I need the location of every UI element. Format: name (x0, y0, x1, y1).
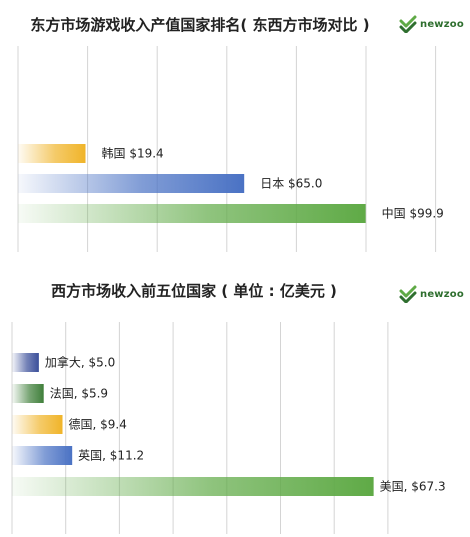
chart-title: 西方市场收入前五位国家 ( 单位 : 亿美元 ) (51, 282, 337, 300)
logo-text: newzoo (420, 288, 464, 300)
bar-0 (18, 144, 86, 163)
bar-2 (12, 415, 63, 434)
bar-3 (12, 446, 73, 465)
chart-panel-west: 西方市场收入前五位国家 ( 单位 : 亿美元 ) newzoo 加拿大, $5.… (0, 268, 470, 537)
chart-title: 东方市场游戏收入产值国家排名( 东西方市场对比 ) (30, 16, 370, 34)
bar-4 (12, 477, 374, 496)
bar-label-3: 英国, $11.2 (78, 449, 144, 463)
bar-chart-svg: 加拿大, $5.0 法国, $5.9 德国, $9.4 英国, $11.2 美国, $6… (11, 322, 446, 534)
newzoo-logo-icon (399, 15, 417, 33)
bar-label-2: 中国 $99.9 (382, 206, 444, 221)
bar-label-1: 法国, $5.9 (50, 387, 108, 401)
logo-text: newzoo (420, 18, 464, 30)
plot-area: 韩国 $19.4 日本 $65.0 中国 $99.9 (0, 36, 470, 254)
bar-1 (18, 174, 245, 193)
chart-panel-east: 东方市场游戏收入产值国家排名( 东西方市场对比 ) newzoo 韩国 $19.… (0, 0, 470, 268)
bar-chart-svg: 韩国 $19.4 日本 $65.0 中国 $99.9 (17, 46, 444, 252)
bar-label-1: 日本 $65.0 (260, 177, 322, 191)
gridlines (11, 322, 389, 534)
newzoo-logo-icon (399, 285, 417, 303)
bar-1 (12, 384, 44, 403)
gridlines (17, 46, 437, 252)
bar-2 (18, 204, 366, 223)
bar-0 (12, 353, 39, 372)
plot-area: 加拿大, $5.0 法国, $5.9 德国, $9.4 英国, $11.2 美国, $6… (0, 302, 470, 537)
bar-label-2: 德国, $9.4 (69, 417, 127, 432)
bar-label-0: 加拿大, $5.0 (45, 355, 115, 370)
newzoo-logo: newzoo (399, 285, 464, 303)
bar-label-0: 韩国 $19.4 (102, 146, 164, 161)
bar-label-4: 美国, $67.3 (380, 480, 446, 494)
newzoo-logo: newzoo (399, 15, 464, 33)
